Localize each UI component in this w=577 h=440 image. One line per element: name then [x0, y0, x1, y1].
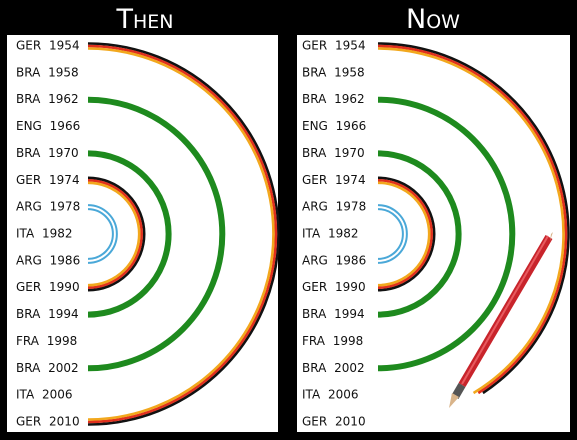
row-label: ITA 1982: [16, 226, 73, 240]
row-label: BRA 1958: [302, 65, 365, 79]
row-label: GER 1954: [16, 39, 80, 53]
arc: [377, 176, 436, 292]
arc: [87, 47, 275, 421]
row-label: GER 1974: [302, 173, 366, 187]
row-label: BRA 1994: [16, 307, 79, 321]
panel-title: Then: [116, 4, 174, 35]
arc: [87, 42, 280, 426]
row-label: BRA 1970: [16, 146, 79, 160]
row-label: ITA 2006: [302, 388, 359, 402]
row-label: GER 1990: [302, 280, 366, 294]
row-label: GER 1954: [302, 39, 366, 53]
arc: [377, 42, 570, 395]
row-label: BRA 1958: [16, 65, 79, 79]
row-label: BRA 2002: [302, 361, 365, 375]
row-label: GER 2010: [302, 414, 366, 428]
row-label: BRA 1994: [302, 307, 365, 321]
row-label: GER 1990: [16, 280, 80, 294]
pencil-highlight: [461, 235, 549, 385]
row-label: ENG 1966: [16, 119, 80, 133]
arc: [377, 181, 431, 287]
row-label: GER 2010: [16, 414, 80, 428]
panel-title: Now: [406, 4, 460, 35]
arc: [377, 96, 516, 372]
arc: [377, 47, 565, 395]
row-label: BRA 2002: [16, 361, 79, 375]
pencil-ferrule: [451, 382, 466, 400]
arc: [377, 208, 404, 260]
arc: [377, 44, 568, 395]
pencil: [449, 232, 553, 408]
arc: [87, 150, 172, 318]
arc: [377, 178, 433, 289]
row-label: BRA 1962: [16, 92, 79, 106]
arc: [87, 204, 118, 264]
row-label: BRA 1970: [302, 146, 365, 160]
arc: [87, 178, 143, 289]
arc: [377, 150, 462, 318]
row-label: FRA 1998: [302, 334, 363, 348]
pencil-end: [550, 232, 553, 241]
row-label: ARG 1978: [16, 200, 80, 214]
row-label: ITA 2006: [16, 388, 73, 402]
row-label: ENG 1966: [302, 119, 366, 133]
row-label: BRA 1962: [302, 92, 365, 106]
arc: [87, 96, 226, 372]
arc: [377, 204, 408, 264]
arc: [87, 181, 141, 287]
row-label: ARG 1978: [302, 200, 366, 214]
arc: [87, 44, 278, 424]
arc: [87, 176, 146, 292]
row-label: ARG 1986: [302, 253, 366, 267]
arc: [87, 208, 114, 260]
row-label: GER 1974: [16, 173, 80, 187]
row-label: ARG 1986: [16, 253, 80, 267]
row-label: FRA 1998: [16, 334, 77, 348]
row-label: ITA 1982: [302, 226, 359, 240]
pencil-tip: [449, 393, 459, 408]
arcs: [87, 42, 570, 426]
